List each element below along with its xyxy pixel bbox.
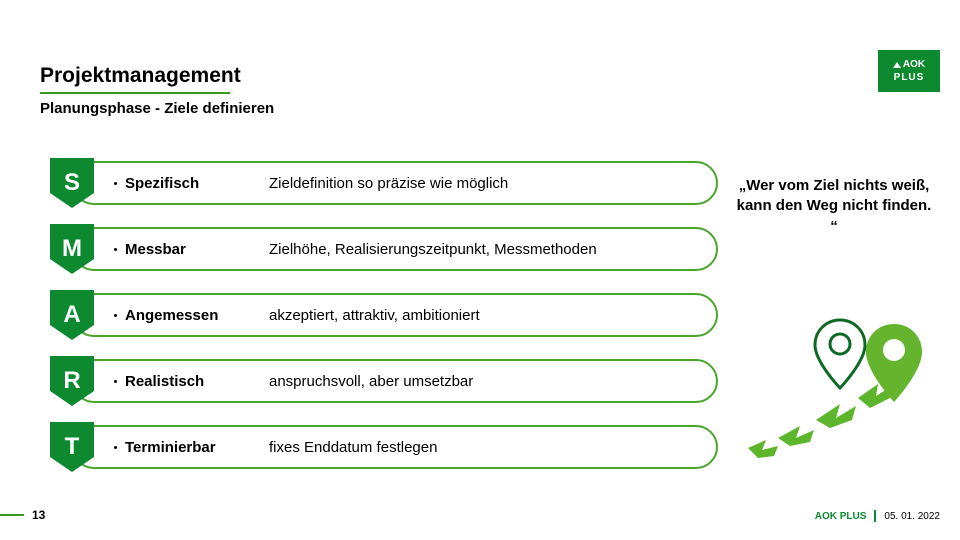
- smart-term: Angemessen: [114, 307, 269, 324]
- smart-row: Terminierbar fixes Enddatum festlegen T: [50, 422, 718, 472]
- smart-term: Terminierbar: [114, 439, 269, 456]
- footer-right: AOK PLUS 05. 01. 2022: [815, 510, 940, 522]
- logo-triangle-icon: [893, 62, 901, 68]
- smart-desc: Zieldefinition so präzise wie möglich: [269, 175, 508, 192]
- smart-letter: R: [63, 367, 80, 395]
- smart-letter: M: [62, 235, 82, 263]
- smart-letter: A: [63, 301, 80, 329]
- smart-row: Angemessen akzeptiert, attraktiv, ambiti…: [50, 290, 718, 340]
- smart-row: Messbar Zielhöhe, Realisierungszeitpunkt…: [50, 224, 718, 274]
- logo-text-1: AOK: [903, 59, 925, 70]
- smart-row: Spezifisch Zieldefinition so präzise wie…: [50, 158, 718, 208]
- smart-term: Messbar: [114, 241, 269, 258]
- header: Projektmanagement Planungsphase - Ziele …: [40, 64, 274, 117]
- smart-letter: T: [65, 433, 80, 461]
- smart-desc: anspruchsvoll, aber umsetzbar: [269, 373, 473, 390]
- smart-pill: Realistisch anspruchsvoll, aber umsetzba…: [72, 359, 718, 403]
- logo-text-2: PLUS: [894, 72, 925, 83]
- smart-desc: Zielhöhe, Realisierungszeitpunkt, Messme…: [269, 241, 597, 258]
- aok-plus-logo: AOK PLUS: [878, 50, 940, 92]
- route-arrows-icon: [748, 384, 892, 458]
- slide: Projektmanagement Planungsphase - Ziele …: [0, 0, 960, 540]
- route-illustration-icon: [738, 300, 928, 460]
- smart-pill: Spezifisch Zieldefinition so präzise wie…: [72, 161, 718, 205]
- smart-term: Spezifisch: [114, 175, 269, 192]
- logo-line1: AOK: [893, 59, 925, 70]
- footer-separator: [874, 510, 876, 522]
- smart-pill: Terminierbar fixes Enddatum festlegen: [72, 425, 718, 469]
- footer-accent-line: [0, 514, 24, 516]
- smart-pill: Messbar Zielhöhe, Realisierungszeitpunkt…: [72, 227, 718, 271]
- slide-title: Projektmanagement: [40, 64, 230, 94]
- quote-text: „Wer vom Ziel nichts weiß, kann den Weg …: [734, 176, 934, 237]
- smart-pill: Angemessen akzeptiert, attraktiv, ambiti…: [72, 293, 718, 337]
- smart-desc: akzeptiert, attraktiv, ambitioniert: [269, 307, 480, 324]
- smart-list: Spezifisch Zieldefinition so präzise wie…: [50, 158, 718, 472]
- smart-term: Realistisch: [114, 373, 269, 390]
- map-pin-outline-icon: [815, 320, 865, 388]
- page-number: 13: [32, 508, 45, 522]
- smart-letter: S: [64, 169, 80, 197]
- footer-brand: AOK PLUS: [815, 511, 867, 522]
- footer-date: 05. 01. 2022: [884, 511, 940, 522]
- smart-desc: fixes Enddatum festlegen: [269, 439, 437, 456]
- slide-subtitle: Planungsphase - Ziele definieren: [40, 100, 274, 117]
- smart-row: Realistisch anspruchsvoll, aber umsetzba…: [50, 356, 718, 406]
